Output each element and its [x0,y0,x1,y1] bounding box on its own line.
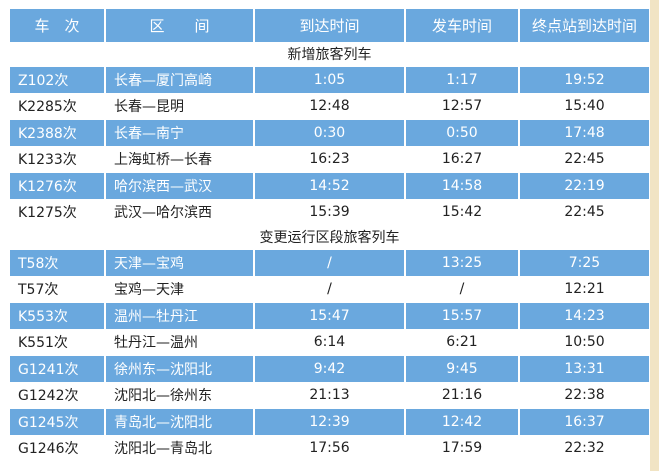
route: 长春—厦门高崎 [104,66,254,93]
train-number: G1246次 [18,441,79,457]
depart-time: 13:25 [404,249,519,276]
table-row: G1246次 沈阳北—青岛北 17:56 17:59 22:32 [10,435,649,461]
page-edge [650,0,659,471]
depart-time: 12:42 [404,408,519,435]
terminal-arrive-time: 22:19 [518,172,649,199]
depart-time: 15:57 [404,302,519,329]
table-row: K1276次 哈尔滨西—武汉 14:52 14:58 22:19 [10,172,649,199]
depart-time: 6:21 [404,329,519,356]
arrive-time: 12:48 [253,93,405,120]
section-row: 新增旅客列车 [10,42,649,67]
depart-time: 1:17 [404,66,519,93]
arrive-time: / [253,249,405,276]
route: 武汉—哈尔滨西 [104,199,254,225]
train-number: K2285次 [18,99,77,115]
depart-time: 16:27 [404,146,519,173]
arrive-time: 14:52 [253,172,405,199]
arrive-time: / [253,276,405,303]
depart-time: 0:50 [404,119,519,146]
header-depart: 发车时间 [404,9,519,42]
terminal-arrive-time: 7:25 [518,249,649,276]
train-number: G1241次 [10,355,105,382]
table-row: K2388次 长春—南宁 0:30 0:50 17:48 [10,119,649,146]
section-title: 变更运行区段旅客列车 [259,230,400,246]
depart-time: 17:59 [404,435,519,461]
route: 长春—昆明 [104,93,254,120]
arrive-time: 1:05 [253,66,405,93]
train-number: K553次 [10,302,105,329]
arrive-time: 15:47 [253,302,405,329]
terminal-arrive-time: 15:40 [518,93,649,120]
table-row: G1241次 徐州东—沈阳北 9:42 9:45 13:31 [10,355,649,382]
depart-time: / [404,276,519,303]
depart-time: 21:16 [404,382,519,409]
arrive-time: 15:39 [253,199,405,225]
table-row: G1245次 青岛北—沈阳北 12:39 12:42 16:37 [10,408,649,435]
route: 哈尔滨西—武汉 [104,172,254,199]
arrive-time: 9:42 [253,355,405,382]
train-number: Z102次 [10,66,105,93]
table-row: T58次 天津—宝鸡/13:25 7:25 [10,249,649,276]
terminal-arrive-time: 22:45 [518,199,649,225]
table-row: K553次 温州—牡丹江 15:47 15:57 14:23 [10,302,649,329]
route: 青岛北—沈阳北 [104,408,254,435]
train-number: T57次 [18,282,59,298]
arrive-time: 6:14 [253,329,405,356]
section-title: 新增旅客列车 [287,47,372,63]
route: 上海虹桥—长春 [104,146,254,173]
route: 沈阳北—青岛北 [104,435,254,461]
route: 沈阳北—徐州东 [104,382,254,409]
header-route: 区 间 [104,9,254,42]
train-number: K1233次 [18,152,77,168]
header-terminal-arrive: 终点站到达时间 [518,9,649,42]
route: 天津—宝鸡 [104,249,254,276]
terminal-arrive-time: 17:48 [518,119,649,146]
terminal-arrive-time: 14:23 [518,302,649,329]
table-row: K551次 牡丹江—温州 6:14 6:21 10:50 [10,329,649,356]
terminal-arrive-time: 22:38 [518,382,649,409]
section-row: 变更运行区段旅客列车 [10,225,649,250]
terminal-arrive-time: 16:37 [518,408,649,435]
depart-time: 12:57 [404,93,519,120]
depart-time: 15:42 [404,199,519,225]
terminal-arrive-time: 12:21 [518,276,649,303]
table-row: Z102次 长春—厦门高崎 1:05 1:17 19:52 [10,66,649,93]
terminal-arrive-time: 19:52 [518,66,649,93]
table-row: T57次 宝鸡—天津 //12:21 [10,276,649,303]
table-row: K2285次 长春—昆明 12:48 12:57 15:40 [10,93,649,120]
train-number: K1275次 [18,205,77,221]
terminal-arrive-time: 13:31 [518,355,649,382]
route: 长春—南宁 [104,119,254,146]
train-number: K551次 [18,335,68,351]
route: 徐州东—沈阳北 [104,355,254,382]
header-train: 车 次 [10,9,105,42]
depart-time: 9:45 [404,355,519,382]
table-row: G1242次 沈阳北—徐州东 21:13 21:16 22:38 [10,382,649,409]
route: 宝鸡—天津 [104,276,254,303]
train-number: G1245次 [10,408,105,435]
header-row: 车 次 区 间 到达时间 发车时间 终点站到达时间 [10,9,649,42]
train-number: T58次 [10,249,105,276]
table-row: K1233次 上海虹桥—长春 16:23 16:27 22:45 [10,146,649,173]
header-arrive: 到达时间 [253,9,405,42]
terminal-arrive-time: 10:50 [518,329,649,356]
train-number: K1276次 [10,172,105,199]
table-row: K1275次 武汉—哈尔滨西 15:39 15:42 22:45 [10,199,649,225]
arrive-time: 0:30 [253,119,405,146]
train-schedule-table: 车 次 区 间 到达时间 发车时间 终点站到达时间 新增旅客列车 Z102次 长春—… [10,9,649,461]
route: 温州—牡丹江 [104,302,254,329]
route: 牡丹江—温州 [104,329,254,356]
terminal-arrive-time: 22:32 [518,435,649,461]
depart-time: 14:58 [404,172,519,199]
arrive-time: 21:13 [253,382,405,409]
arrive-time: 16:23 [253,146,405,173]
arrive-time: 17:56 [253,435,405,461]
train-number: G1242次 [18,388,79,404]
arrive-time: 12:39 [253,408,405,435]
terminal-arrive-time: 22:45 [518,146,649,173]
train-number: K2388次 [10,119,105,146]
